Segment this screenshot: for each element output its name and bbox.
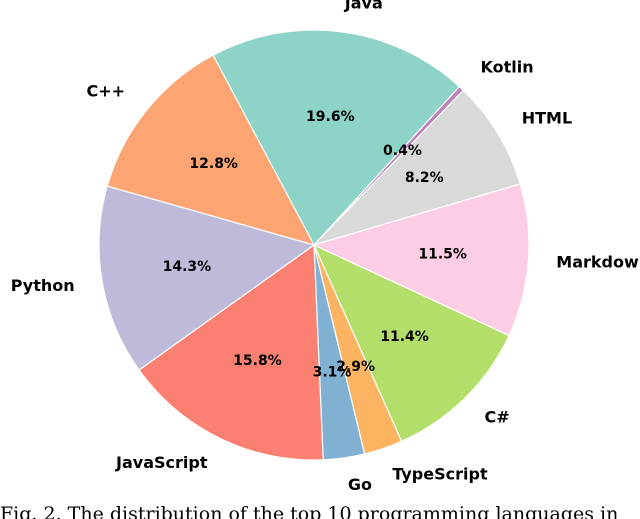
slice-percent-go: 3.1% [313,365,352,381]
slice-percent-python: 14.3% [163,259,212,275]
pie-slice-markdown [312,183,530,337]
figure-caption: Fig. 2. The distribution of the top 10 p… [0,503,619,519]
slice-label-javascript: JavaScript [115,453,208,472]
slice-percent-cplusplus: 12.8% [189,156,238,172]
pie-slice-python [98,185,316,371]
slice-label-java: Java [344,0,383,13]
slice-label-kotlin: Kotlin [481,58,534,77]
pie-labels: Java 19.6% Kotlin 0.4% HTML 8.2% Markdown 11.5%… [11,0,640,494]
slice-percent-html: 8.2% [405,170,444,186]
slice-percent-typescript: 2.9% [336,359,375,375]
slice-percent-java: 19.6% [306,109,355,125]
pie-slice-html [311,89,521,247]
slice-percent-kotlin: 0.4% [383,143,422,159]
slice-label-cplusplus: C++ [87,82,126,101]
pie-slice-java [212,29,461,247]
slice-label-markdown: Markdown [556,252,640,271]
slice-percent-csharp: 11.4% [380,329,429,345]
slice-label-csharp: C# [484,408,509,427]
pie-slice-csharp [312,243,510,443]
pie-slices [98,29,530,461]
slice-label-go: Go [348,475,372,494]
slice-percent-markdown: 11.5% [418,246,467,262]
pie-slice-javascript [138,243,324,461]
slice-percent-javascript: 15.8% [233,353,282,369]
pie-chart: Java 19.6% Kotlin 0.4% HTML 8.2% Markdown 11.5%… [11,0,640,494]
slice-label-typescript: TypeScript [392,464,488,483]
slice-label-python: Python [11,276,75,295]
pie-slice-cplusplus [106,54,316,246]
slice-label-html: HTML [522,109,572,128]
